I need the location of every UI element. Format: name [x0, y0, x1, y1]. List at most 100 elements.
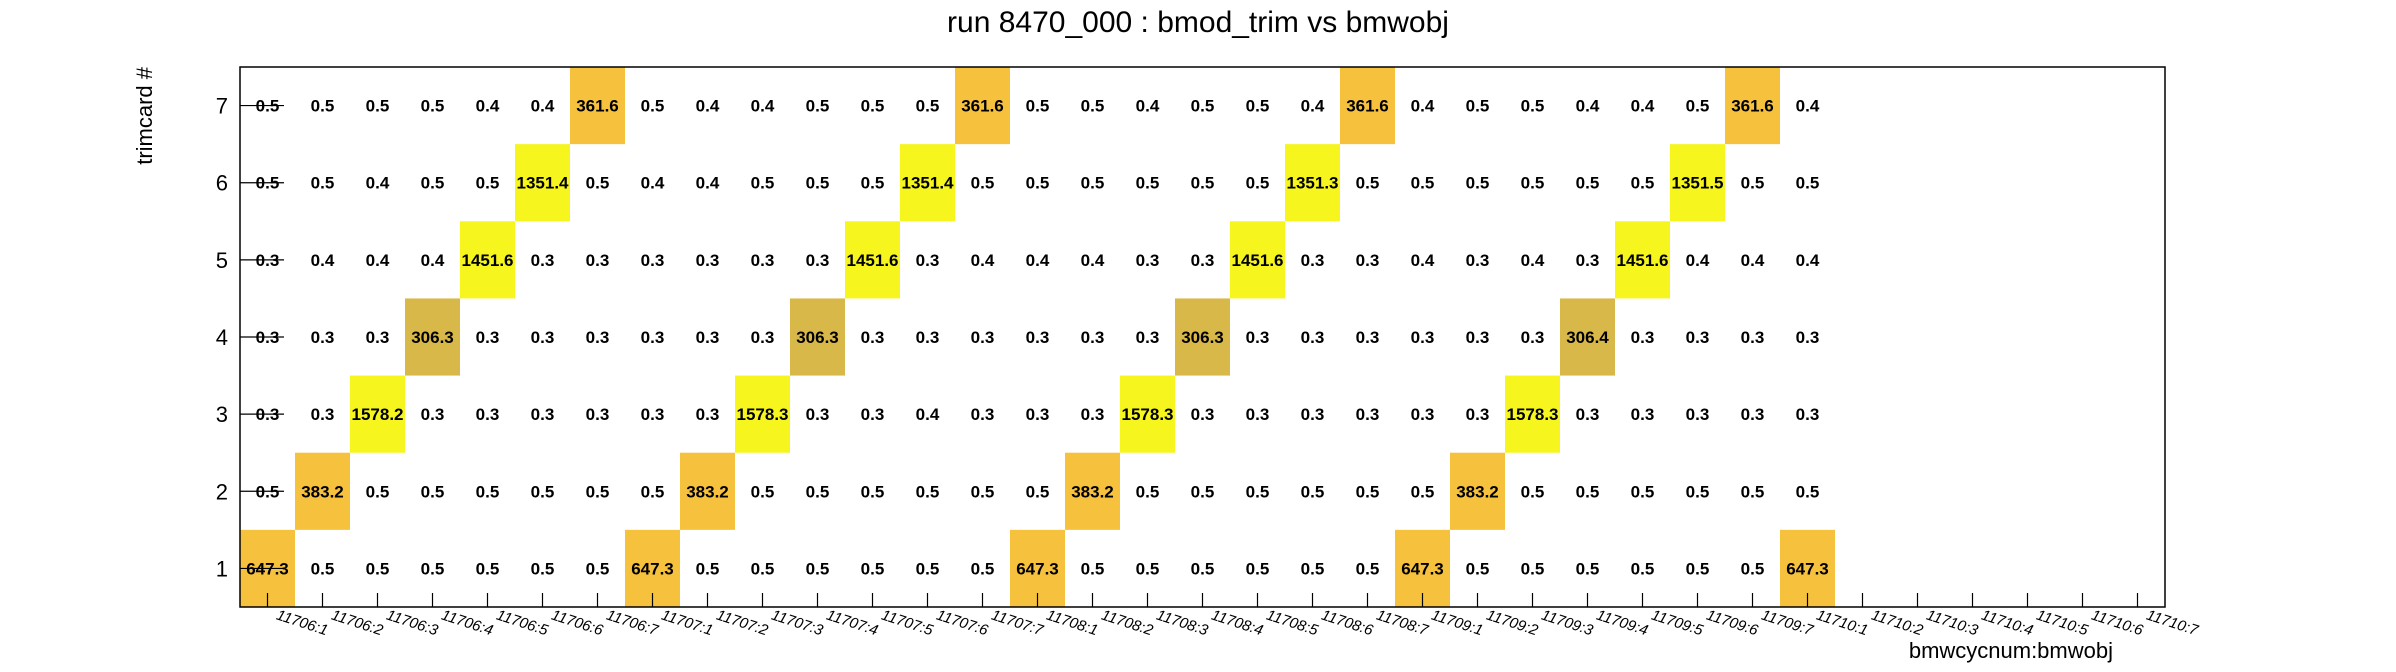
cell-value-label: 0.3	[1246, 405, 1270, 424]
cell-value-label: 0.5	[1246, 559, 1270, 578]
cell-value-label: 361.6	[961, 97, 1004, 116]
x-tick-label: 11710:6	[2089, 607, 2145, 640]
cell-value-label: 0.5	[641, 482, 665, 501]
cell-value-label: 0.5	[971, 559, 995, 578]
cell-value-label: 0.3	[1136, 251, 1160, 270]
cell-value-label: 0.4	[1411, 97, 1435, 116]
cell-value-label: 0.3	[971, 405, 995, 424]
cell-value-label: 0.5	[366, 482, 390, 501]
cell-value-label: 0.5	[916, 559, 940, 578]
cell-value-label: 0.5	[861, 482, 885, 501]
cell-value-label: 0.5	[806, 559, 830, 578]
cell-value-label: 0.3	[696, 405, 720, 424]
y-tick-label: 6	[216, 171, 228, 196]
x-tick-label: 11710:1	[1814, 607, 1870, 640]
heatmap-cell	[570, 67, 625, 145]
cell-value-label: 0.4	[641, 174, 665, 193]
cell-value-label: 0.5	[916, 482, 940, 501]
cell-value-label: 0.5	[1081, 97, 1105, 116]
cell-value-label: 1451.6	[1617, 251, 1669, 270]
x-tick-label: 11706:3	[384, 607, 440, 640]
cell-value-label: 0.5	[476, 174, 500, 193]
cell-value-label: 0.3	[1796, 328, 1820, 347]
cell-value-label: 0.3	[586, 405, 610, 424]
cell-value-label: 0.5	[1631, 559, 1655, 578]
cell-value-label: 647.3	[1401, 559, 1444, 578]
cell-value-label: 0.3	[586, 328, 610, 347]
cell-value-label: 0.5	[696, 559, 720, 578]
cell-value-label: 0.5	[531, 482, 555, 501]
x-tick-label: 11708:1	[1044, 607, 1100, 640]
cell-value-label: 0.3	[1521, 328, 1545, 347]
x-tick-label: 11707:5	[879, 607, 935, 640]
cell-value-label: 0.5	[1136, 174, 1160, 193]
cell-value-label: 0.5	[421, 174, 445, 193]
cell-value-label: 361.6	[576, 97, 619, 116]
cell-value-label: 0.4	[421, 251, 445, 270]
cell-value-label: 0.5	[311, 97, 335, 116]
cell-value-label: 0.4	[1741, 251, 1765, 270]
cell-value-label: 0.3	[641, 251, 665, 270]
cell-value-label: 0.4	[971, 251, 995, 270]
cell-value-label: 0.3	[696, 251, 720, 270]
cell-value-label: 0.5	[421, 559, 445, 578]
cell-value-label: 0.5	[806, 174, 830, 193]
cell-value-label: 647.3	[631, 559, 674, 578]
cell-value-label: 0.5	[1741, 482, 1765, 501]
cell-value-label: 0.5	[1686, 482, 1710, 501]
cell-value-label: 0.4	[476, 97, 500, 116]
heatmap-cell	[1560, 298, 1615, 376]
cell-value-label: 383.2	[301, 482, 344, 501]
heatmap-cell	[1450, 452, 1505, 530]
cell-value-label: 0.5	[971, 482, 995, 501]
cell-value-label: 647.3	[1786, 559, 1829, 578]
heatmap-cell	[1175, 298, 1230, 376]
cell-value-label: 0.3	[1246, 328, 1270, 347]
cell-value-label: 0.3	[806, 251, 830, 270]
cell-value-label: 0.5	[1081, 174, 1105, 193]
cell-value-label: 0.5	[1356, 174, 1380, 193]
heatmap-cell	[790, 298, 845, 376]
heatmap-cell	[845, 221, 900, 299]
cell-value-label: 0.3	[421, 405, 445, 424]
cell-value-label: 0.4	[1631, 97, 1655, 116]
cell-value-label: 0.3	[1741, 405, 1765, 424]
cell-value-label: 0.5	[1136, 482, 1160, 501]
cell-value-label: 0.5	[1741, 174, 1765, 193]
cell-value-label: 0.5	[1026, 482, 1050, 501]
cell-value-label: 0.5	[1631, 482, 1655, 501]
x-tick-label: 11710:4	[1979, 607, 2035, 640]
cell-value-label: 0.3	[971, 328, 995, 347]
cell-value-label: 647.3	[1016, 559, 1059, 578]
x-tick-label: 11706:7	[604, 607, 660, 640]
cell-value-label: 0.5	[1301, 559, 1325, 578]
cell-value-label: 0.5	[1081, 559, 1105, 578]
cell-value-label: 0.3	[641, 328, 665, 347]
x-tick-label: 11708:7	[1374, 607, 1430, 640]
heatmap-cell	[1615, 221, 1670, 299]
chart-title: run 8470_000 : bmod_trim vs bmwobj	[947, 6, 1449, 39]
cell-value-label: 306.3	[796, 328, 839, 347]
y-axis-label: trimcard #	[132, 66, 157, 165]
cell-value-label: 0.5	[1026, 174, 1050, 193]
cell-value-label: 0.5	[1631, 174, 1655, 193]
heatmap-cell	[1285, 144, 1340, 222]
cell-value-label: 0.5	[1576, 174, 1600, 193]
x-tick-label: 11709:3	[1539, 607, 1595, 640]
heatmap-cell	[1340, 67, 1395, 145]
cell-value-label: 0.5	[1191, 97, 1215, 116]
x-tick-label: 11707:3	[769, 607, 825, 640]
cell-value-label: 0.4	[916, 405, 940, 424]
cell-value-label: 1451.6	[462, 251, 514, 270]
cell-value-label: 1351.4	[902, 174, 955, 193]
cell-value-label: 0.3	[1411, 328, 1435, 347]
x-tick-labels: 11706:1 11706:2 11706:3 11706:4 11706:5 11706…	[274, 607, 2200, 640]
x-tick-label: 11707:2	[714, 607, 770, 640]
cell-value-label: 0.5	[586, 482, 610, 501]
cell-value-label: 0.5	[1521, 174, 1545, 193]
x-tick-label: 11706:5	[494, 607, 550, 640]
heatmap-cell	[460, 221, 515, 299]
x-tick-label: 11708:4	[1209, 607, 1265, 640]
cell-value-label: 0.5	[1356, 482, 1380, 501]
heatmap-cell	[405, 298, 460, 376]
